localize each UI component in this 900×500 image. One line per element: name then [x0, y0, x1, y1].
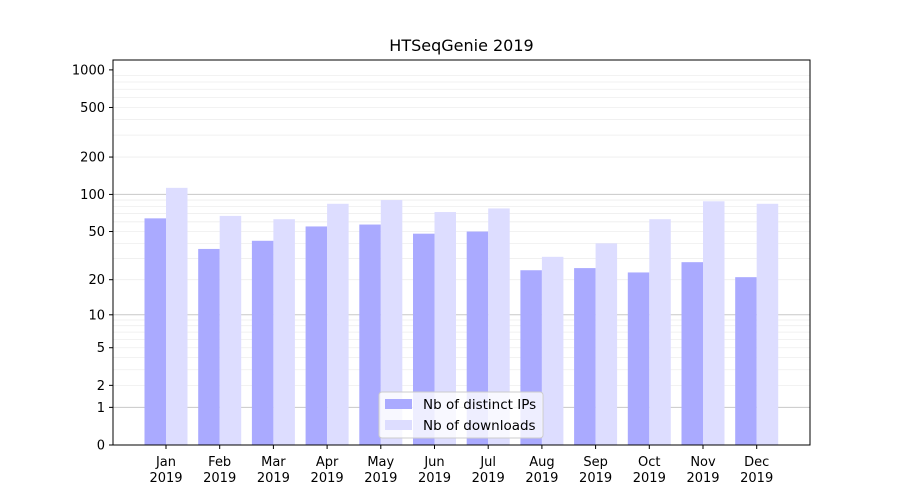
legend-swatch [385, 399, 412, 409]
bar-distinct-ips [574, 268, 596, 445]
y-tick-label: 500 [80, 101, 105, 116]
bar-downloads [273, 219, 295, 445]
legend-box [378, 391, 544, 439]
bar-distinct-ips [681, 262, 703, 445]
x-tick-label: Oct 2019 [633, 455, 666, 486]
x-tick-label: Jun 2019 [418, 455, 451, 486]
chart-title: HTSeqGenie 2019 [389, 36, 533, 55]
bar-distinct-ips [251, 240, 274, 445]
legend-swatch [385, 420, 412, 430]
x-tick-label: Dec 2019 [740, 455, 773, 486]
plot-frame [112, 59, 811, 446]
y-tick-label: 200 [80, 151, 105, 166]
legend-label: Nb of downloads [423, 418, 536, 434]
bar-distinct-ips [305, 226, 328, 445]
x-tick-label: Nov 2019 [686, 455, 719, 486]
y-tick-label: 20 [88, 273, 105, 288]
legend: Nb of distinct IPs Nb of downloads [378, 391, 544, 439]
y-tick-label: 10 [88, 308, 105, 323]
x-tick-label: May 2019 [364, 455, 397, 486]
bar-downloads [434, 212, 456, 445]
bar-distinct-ips [627, 272, 650, 445]
x-tick-label: Jul 2019 [472, 455, 505, 486]
bar-downloads [219, 215, 242, 445]
x-tick-label: Aug 2019 [525, 455, 558, 486]
y-tick-label: 1000 [72, 63, 105, 78]
y-tick-label: 50 [88, 225, 105, 240]
y-tick-label: 100 [80, 188, 105, 203]
x-tick-label: Sep 2019 [579, 455, 612, 486]
y-tick-label: 0 [97, 439, 105, 454]
x-tick-label: Jan 2019 [149, 455, 182, 486]
x-tick-label: Feb 2019 [203, 455, 236, 486]
bar-distinct-ips [198, 248, 220, 445]
bar-downloads [649, 219, 671, 445]
bar-downloads [380, 200, 403, 445]
bar-downloads [327, 203, 349, 445]
y-tick-label: 2 [97, 379, 105, 394]
y-tick-label: 5 [97, 341, 105, 356]
bar-downloads [703, 201, 725, 445]
legend-label: Nb of distinct IPs [423, 397, 536, 413]
y-tick-label: 1 [97, 401, 105, 416]
bar-distinct-ips [144, 218, 166, 445]
bar-distinct-ips [359, 224, 381, 445]
bar-downloads [541, 256, 564, 445]
x-axis: Jan 2019 Feb 2019 Mar 2019 Apr 2019 May 2019 Jun 20… [149, 445, 773, 486]
x-tick-label: Apr 2019 [311, 455, 344, 486]
y-axis: 0 1 2 5 10 20 50 100 200 500 1000 [72, 63, 113, 454]
bar-distinct-ips [735, 277, 757, 445]
x-tick-label: Mar 2019 [257, 455, 290, 486]
bar-downloads [488, 208, 510, 445]
bar-downloads [595, 243, 618, 445]
bar-downloads [756, 203, 779, 445]
bar-downloads [166, 187, 188, 445]
